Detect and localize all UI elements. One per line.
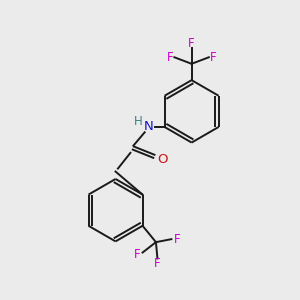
- Text: F: F: [134, 248, 141, 261]
- Text: F: F: [167, 51, 173, 64]
- Text: O: O: [157, 153, 168, 166]
- Text: F: F: [154, 257, 161, 270]
- Text: N: N: [143, 121, 153, 134]
- Text: F: F: [188, 37, 195, 50]
- Text: F: F: [173, 233, 180, 246]
- Text: F: F: [210, 51, 216, 64]
- Text: H: H: [134, 115, 142, 128]
